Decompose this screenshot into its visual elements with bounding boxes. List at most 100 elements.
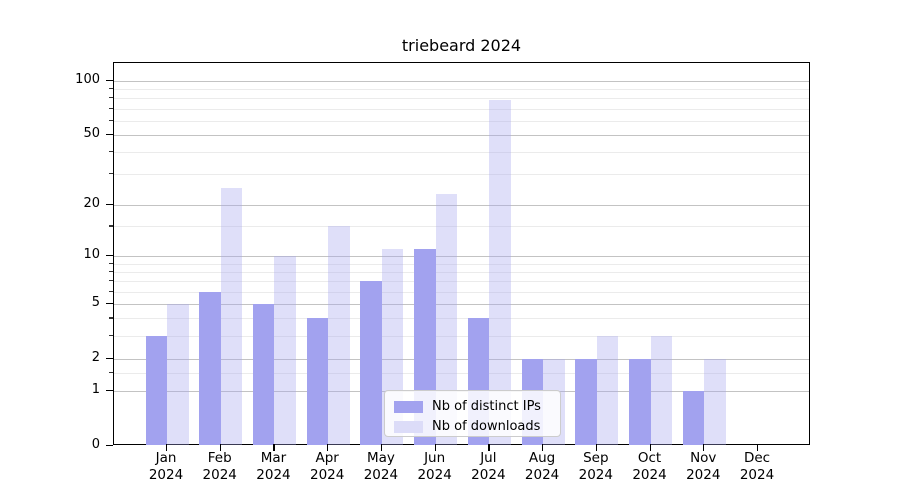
legend-swatch-distinct-ips — [394, 400, 423, 413]
y-tick-mark — [106, 79, 113, 81]
x-tick-label: Jun 2024 — [417, 450, 452, 483]
bar-nb-of-distinct-ips-feb — [199, 291, 221, 446]
y-tick-mark — [106, 203, 113, 206]
y-tick-mark — [106, 444, 113, 446]
y-tick-label: 1 — [91, 381, 100, 397]
major-gridline — [114, 204, 809, 206]
legend-label: Nb of downloads — [432, 418, 541, 434]
bar-nb-of-downloads-oct — [650, 335, 673, 446]
major-gridline — [114, 256, 809, 258]
y-tick-label: 10 — [83, 247, 100, 263]
bar-nb-of-downloads-sep — [596, 335, 619, 446]
x-tick-label: Mar 2024 — [256, 450, 291, 483]
major-gridline — [114, 80, 809, 82]
y-tick-label: 50 — [83, 125, 100, 141]
minor-gridline — [114, 263, 809, 265]
minor-gridline — [114, 281, 809, 283]
bar-nb-of-distinct-ips-sep — [575, 358, 597, 446]
minor-gridline — [114, 291, 809, 293]
minor-gridline — [114, 98, 809, 100]
minor-gridline — [114, 108, 809, 110]
minor-gridline — [114, 335, 809, 337]
legend-swatch-downloads — [394, 420, 423, 433]
y-minor-tick-mark — [109, 225, 113, 227]
y-minor-tick-mark — [109, 270, 113, 273]
x-tick-mark — [434, 444, 436, 451]
bar-nb-of-distinct-ips-mar — [252, 303, 275, 446]
y-tick-label: 20 — [83, 195, 100, 211]
x-tick-mark — [380, 444, 383, 451]
y-tick-label: 100 — [75, 71, 100, 87]
x-tick-label: Nov 2024 — [686, 450, 721, 483]
bar-nb-of-downloads-feb — [220, 188, 243, 446]
bar-nb-of-distinct-ips-nov — [682, 390, 705, 446]
minor-gridline — [114, 152, 809, 154]
x-tick-mark — [488, 444, 490, 451]
x-tick-label: Apr 2024 — [309, 450, 345, 483]
y-minor-tick-mark — [109, 290, 113, 292]
plot-area — [113, 62, 810, 446]
y-tick-label: 0 — [91, 436, 100, 452]
major-gridline — [114, 303, 809, 305]
x-tick-mark — [219, 444, 221, 451]
bar-nb-of-distinct-ips-may — [360, 281, 382, 446]
y-tick-label: 5 — [91, 294, 100, 310]
x-tick-label: Aug 2024 — [524, 450, 560, 483]
x-tick-mark — [273, 444, 275, 451]
chart-title: triebeard 2024 — [401, 36, 522, 55]
legend-label: Nb of distinct IPs — [432, 398, 541, 414]
y-minor-tick-mark — [109, 280, 113, 282]
y-minor-tick-mark — [109, 334, 113, 337]
y-minor-tick-mark — [109, 317, 113, 319]
x-tick-mark — [649, 444, 651, 451]
y-tick-mark — [106, 389, 113, 391]
x-tick-mark — [542, 444, 544, 451]
bar-nb-of-distinct-ips-apr — [306, 318, 329, 446]
y-minor-tick-mark — [109, 173, 113, 175]
bar-nb-of-distinct-ips-oct — [629, 358, 651, 446]
y-minor-tick-mark — [109, 372, 113, 374]
minor-gridline — [114, 89, 809, 91]
y-tick-mark — [106, 133, 113, 135]
x-tick-label: Sep 2024 — [578, 450, 613, 483]
x-tick-label: Feb 2024 — [202, 450, 237, 483]
y-tick-mark — [106, 302, 113, 305]
minor-gridline — [114, 226, 809, 228]
y-minor-tick-mark — [109, 262, 113, 264]
bar-nb-of-downloads-jun — [435, 194, 458, 446]
x-tick-label: Jan 2024 — [148, 450, 184, 483]
y-minor-tick-mark — [109, 107, 113, 109]
bar-nb-of-distinct-ips-jan — [145, 335, 167, 446]
minor-gridline — [114, 174, 809, 176]
minor-gridline — [114, 271, 809, 273]
bar-nb-of-downloads-apr — [328, 226, 350, 446]
y-minor-tick-mark — [109, 151, 113, 153]
minor-gridline — [114, 318, 809, 320]
bar-nb-of-downloads-mar — [274, 256, 296, 446]
y-tick-label: 2 — [91, 349, 100, 365]
bar-nb-of-downloads-jan — [167, 303, 189, 446]
legend-item: Nb of distinct IPs — [394, 398, 551, 415]
x-tick-mark — [166, 444, 168, 451]
y-tick-mark — [106, 255, 113, 257]
x-tick-mark — [757, 444, 759, 451]
x-tick-label: Dec 2024 — [739, 450, 775, 483]
major-gridline — [114, 358, 809, 360]
x-tick-label: Oct 2024 — [632, 450, 667, 483]
y-minor-tick-mark — [109, 88, 113, 90]
x-tick-mark — [703, 444, 705, 451]
y-minor-tick-mark — [109, 97, 113, 99]
y-minor-tick-mark — [109, 119, 113, 121]
y-tick-mark — [106, 357, 113, 359]
x-tick-mark — [327, 444, 329, 451]
bar-nb-of-downloads-nov — [704, 358, 726, 446]
x-tick-mark — [595, 444, 597, 451]
major-gridline — [114, 134, 809, 136]
minor-gridline — [114, 373, 809, 375]
x-tick-label: May 2024 — [363, 450, 399, 483]
legend: Nb of distinct IPs Nb of downloads — [384, 390, 561, 437]
x-tick-label: Jul 2024 — [471, 450, 506, 483]
minor-gridline — [114, 120, 809, 122]
legend-item: Nb of downloads — [394, 418, 551, 435]
